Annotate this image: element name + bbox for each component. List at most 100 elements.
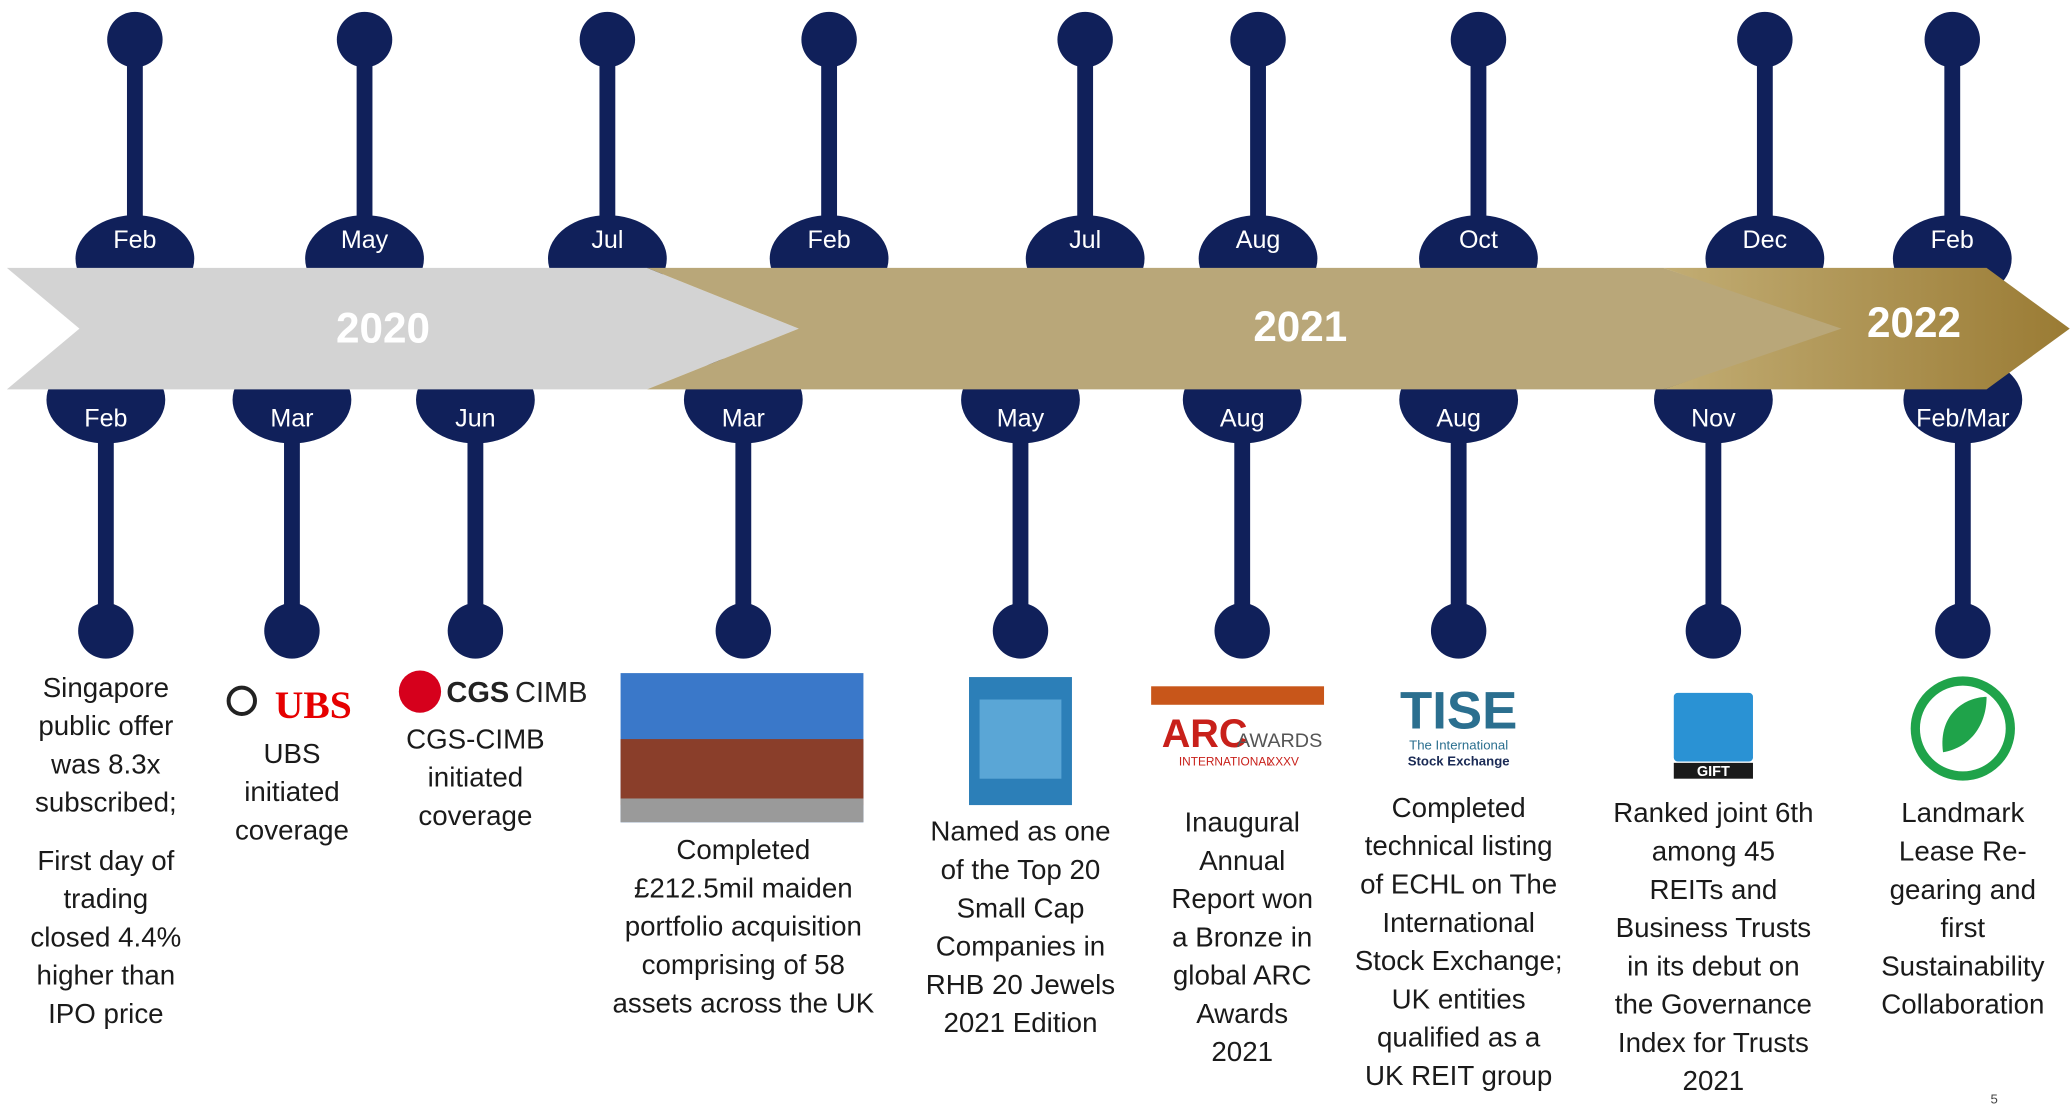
event-text: initiated <box>244 776 339 807</box>
event-text: Lease Re- <box>1899 836 2027 867</box>
pin-head <box>1057 11 1113 68</box>
month-label: Feb/Mar <box>1916 404 2009 432</box>
event-text: a Bronze in <box>1172 921 1312 952</box>
event-text: Collaboration <box>1881 989 2044 1020</box>
logo-text: CIMB <box>515 677 588 709</box>
event-text: coverage <box>235 814 349 845</box>
event-text: International <box>1382 907 1534 938</box>
event-text: Report won <box>1171 883 1313 914</box>
event-text: was 8.3x <box>50 748 160 779</box>
event-text: technical listing <box>1365 830 1553 861</box>
month-label: Jul <box>591 226 623 254</box>
building-photo <box>620 673 864 823</box>
event-text: of the Top 20 <box>941 854 1101 885</box>
pin-head <box>447 603 504 659</box>
event-text: public offer <box>38 710 173 741</box>
month-label: Aug <box>1220 404 1265 432</box>
pin-head <box>78 603 134 659</box>
year: 2020 <box>336 304 430 351</box>
pin-head <box>1935 603 1991 659</box>
event-text: Index for Trusts <box>1618 1027 1809 1058</box>
pin-head <box>715 603 772 659</box>
event-text: among 45 <box>1652 836 1775 867</box>
year: 2022 <box>1867 299 1961 346</box>
pin-head <box>336 11 393 68</box>
event-text: CGS-CIMB <box>406 723 545 754</box>
event-text: Small Cap <box>957 892 1085 923</box>
month-label: Feb <box>808 226 851 254</box>
month-label: Oct <box>1459 226 1498 254</box>
cgs-logo: CGS CIMB <box>398 670 588 713</box>
event-text: UK entities <box>1392 983 1526 1014</box>
event-text: gearing and <box>1890 874 2036 905</box>
month-label: Aug <box>1236 226 1281 254</box>
event-text: REITs and <box>1649 874 1777 905</box>
event-text: trading <box>63 883 148 914</box>
event-text: Awards <box>1196 998 1288 1029</box>
pin-head <box>107 11 163 68</box>
arc-logo: ARC AWARDS INTERNATIONAL XXXV <box>1151 686 1325 768</box>
event-text: qualified as a <box>1377 1022 1541 1053</box>
pin-head <box>264 603 320 659</box>
event-text: Completed <box>1392 792 1526 823</box>
month-label: Mar <box>270 404 313 432</box>
logo-text: ARC <box>1162 712 1248 756</box>
event-text: 2021 <box>1211 1036 1273 1067</box>
pin-head <box>992 603 1049 659</box>
month-label: Jun <box>455 404 495 432</box>
event-text: 2021 <box>1683 1065 1745 1096</box>
event-text: £212.5mil maiden <box>634 872 853 903</box>
month-label: Feb <box>113 226 156 254</box>
event-text: Singapore <box>43 672 169 703</box>
event-text: Business Trusts <box>1616 912 1812 943</box>
month-label: May <box>341 226 389 254</box>
event-text: coverage <box>418 800 532 831</box>
logo-text: UBS <box>275 683 352 727</box>
pin-head <box>579 11 636 68</box>
pin-head <box>801 11 857 68</box>
year: 2021 <box>1253 303 1347 350</box>
event-text: of ECHL on The <box>1360 869 1557 900</box>
logo-text: GIFT <box>1697 764 1730 780</box>
logo-text: AWARDS <box>1237 730 1322 752</box>
event-text: higher than <box>37 960 176 991</box>
month-label: Nov <box>1691 404 1736 432</box>
leaf-icon <box>1910 676 2015 781</box>
event-text: Stock Exchange; <box>1355 945 1563 976</box>
pin-head <box>1450 11 1507 68</box>
logo-text: TISE <box>1400 682 1517 741</box>
event-text: RHB 20 Jewels <box>926 969 1115 1000</box>
month-label: Jul <box>1069 226 1101 254</box>
event-text: portfolio acquisition <box>625 911 862 942</box>
event-text: assets across the UK <box>612 987 874 1018</box>
event-text: Companies in <box>936 931 1105 962</box>
pin-head <box>1214 603 1270 659</box>
event-text: in its debut on <box>1627 950 1800 981</box>
pin-head <box>1430 603 1487 659</box>
event-text: the Governance <box>1615 989 1812 1020</box>
event-text: 2021 Edition <box>943 1007 1097 1038</box>
pin-head <box>1924 11 1980 68</box>
event-text: comprising of 58 <box>642 949 845 980</box>
month-label: Feb <box>1931 226 1974 254</box>
event-text: Ranked joint 6th <box>1613 797 1813 828</box>
gift-logo: GIFT <box>1673 692 1753 780</box>
logo-text: INTERNATIONAL <box>1179 754 1273 768</box>
logo-text: XXXV <box>1267 754 1299 768</box>
event-text: global ARC <box>1173 960 1312 991</box>
event-text: Sustainability <box>1881 950 2044 981</box>
pin-head <box>1230 11 1286 68</box>
logo-text: CGS <box>446 677 509 709</box>
event-text: UBS <box>263 738 320 769</box>
event-text: subscribed; <box>35 787 177 818</box>
event-text: First day of <box>37 845 174 876</box>
event-text: Completed <box>676 834 810 865</box>
event-text: Inaugural <box>1184 806 1300 837</box>
event-text: Landmark <box>1901 797 2024 828</box>
event-text: Annual <box>1199 845 1285 876</box>
event-text: IPO price <box>48 998 163 1029</box>
event-text: closed 4.4% <box>30 921 181 952</box>
logo-text: The International <box>1409 738 1508 753</box>
